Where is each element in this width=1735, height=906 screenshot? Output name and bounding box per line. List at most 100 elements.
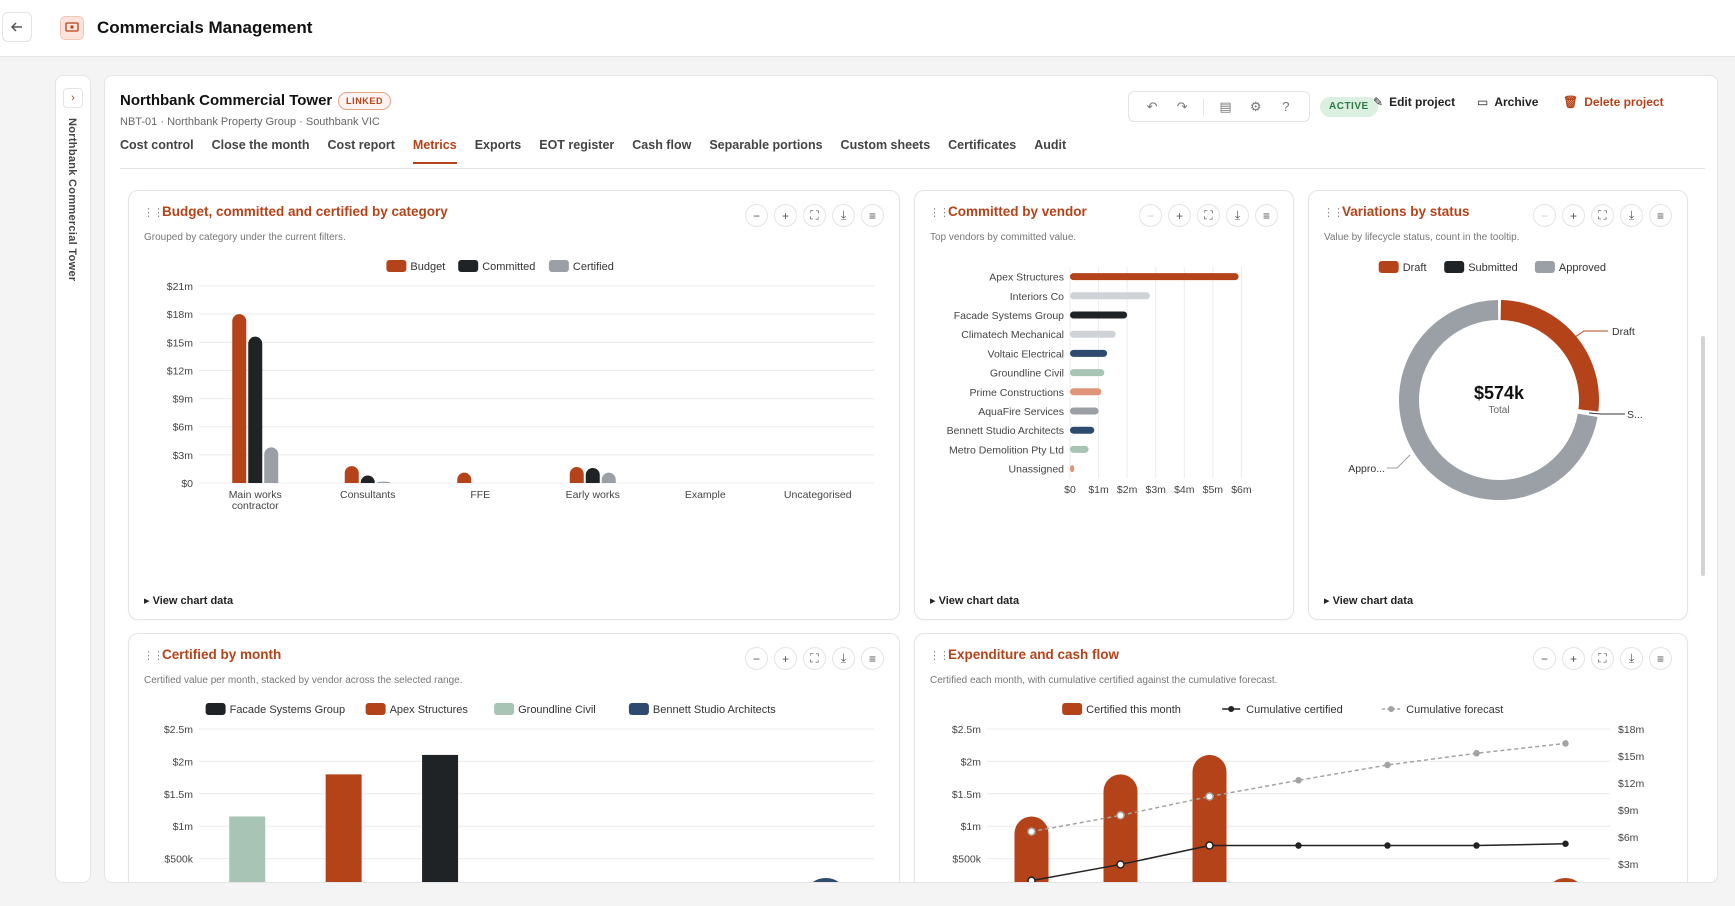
fullscreen-icon[interactable]: ⛶ <box>1591 204 1614 227</box>
zoom-in-icon[interactable]: + <box>774 647 797 670</box>
label-leader <box>1568 330 1608 342</box>
tab-custom-sheets[interactable]: Custom sheets <box>840 138 931 152</box>
project-tabs: Cost control Close the month Cost report… <box>120 138 1084 164</box>
zoom-out-icon[interactable]: − <box>1139 204 1162 227</box>
certified-month-card: ⋮⋮ Certified by month Certified value pe… <box>128 633 900 882</box>
fullscreen-icon[interactable]: ⛶ <box>1197 204 1220 227</box>
zoom-out-icon[interactable]: − <box>1533 647 1556 670</box>
tab-cash-flow[interactable]: Cash flow <box>632 138 692 152</box>
settings-sliders-icon[interactable]: ≡ <box>861 204 884 227</box>
drag-handle-icon[interactable]: ⋮⋮ <box>1323 207 1344 219</box>
legend-label: Approved <box>1559 262 1606 274</box>
drag-handle-icon[interactable]: ⋮⋮ <box>929 650 950 662</box>
tab-cost-report[interactable]: Cost report <box>327 138 395 152</box>
zoom-in-icon[interactable]: + <box>1562 647 1585 670</box>
fullscreen-icon[interactable]: ⛶ <box>803 647 826 670</box>
card-title: Variations by status <box>1342 204 1470 219</box>
archive-button[interactable]: ▭ Archive <box>1477 95 1539 109</box>
fullscreen-icon[interactable]: ⛶ <box>1591 647 1614 670</box>
settings-sliders-icon[interactable]: ≡ <box>1649 204 1672 227</box>
download-icon[interactable]: ⤓ <box>1620 647 1643 670</box>
bar-budget <box>232 314 247 483</box>
download-icon[interactable]: ⤓ <box>832 204 855 227</box>
legend-swatch <box>458 260 479 272</box>
legend-swatch <box>548 260 569 272</box>
y-tick-label: $2m <box>961 756 982 768</box>
vendor-chart: $0 $1m $2m $3m $4m $5m $6m Apex Structures Inter… <box>947 267 1252 496</box>
y-tick-label: Climatech Mechanical <box>961 329 1064 341</box>
settings-sliders-icon[interactable]: ≡ <box>861 647 884 670</box>
y-tick-label: $1.5m <box>952 789 981 801</box>
card-subtitle: Certified value per month, stacked by ve… <box>144 675 463 686</box>
settings-sliders-icon[interactable]: ≡ <box>1255 204 1278 227</box>
donut-center-value: $574k <box>1474 383 1525 403</box>
donut-center-label: Total <box>1488 405 1509 416</box>
series-point <box>1562 740 1569 747</box>
zoom-out-icon[interactable]: − <box>745 204 768 227</box>
vertical-scrollbar[interactable] <box>1701 336 1705 576</box>
zoom-out-icon[interactable]: − <box>1533 204 1556 227</box>
help-icon[interactable]: ? <box>1282 99 1290 114</box>
tab-audit[interactable]: Audit <box>1034 138 1067 152</box>
series-point <box>1295 842 1302 849</box>
series-point <box>1116 860 1125 869</box>
undo-icon[interactable]: ↶ <box>1146 98 1158 114</box>
edit-project-button[interactable]: ✎ Edit project <box>1373 95 1456 109</box>
status-badge: ACTIVE <box>1320 97 1378 117</box>
tab-close-the-month[interactable]: Close the month <box>211 138 310 152</box>
y-tick-label: $9m <box>173 394 194 406</box>
tab-separable-portions[interactable]: Separable portions <box>709 138 823 152</box>
download-icon[interactable]: ⤓ <box>1620 204 1643 227</box>
drag-handle-icon[interactable]: ⋮⋮ <box>143 207 164 219</box>
legend-label: Submitted <box>1468 262 1518 274</box>
y-tick-label: $2.5m <box>952 724 981 736</box>
tab-cost-control[interactable]: Cost control <box>120 138 194 152</box>
project-subtitle: NBT-01 · Northbank Property Group · Sout… <box>120 116 380 128</box>
zoom-in-icon[interactable]: + <box>1562 204 1585 227</box>
bar-budget <box>344 466 359 483</box>
zoom-in-icon[interactable]: + <box>774 204 797 227</box>
cashflow-bar <box>1103 774 1138 882</box>
x-tick-label: Consultants <box>340 489 395 501</box>
expand-sidebar-button[interactable]: › <box>63 88 83 108</box>
series-point <box>1205 792 1214 801</box>
legend-swatch <box>1444 261 1465 273</box>
card-title: Expenditure and cash flow <box>948 647 1120 662</box>
settings-sliders-icon[interactable]: ≡ <box>1649 647 1672 670</box>
y-tick-label: Prime Constructions <box>969 387 1064 399</box>
x-tick-label: Early works <box>566 489 620 501</box>
download-icon[interactable]: ⤓ <box>1226 204 1249 227</box>
view-chart-data-toggle[interactable]: ▸ View chart data <box>144 595 234 607</box>
drag-handle-icon[interactable]: ⋮⋮ <box>929 207 950 219</box>
back-button[interactable] <box>2 12 32 42</box>
fullscreen-icon[interactable]: ⛶ <box>803 204 826 227</box>
y-tick-label: $0 <box>181 478 193 490</box>
tab-certificates[interactable]: Certificates <box>948 138 1017 152</box>
view-chart-data-toggle[interactable]: ▸ View chart data <box>1324 595 1414 607</box>
delete-project-button[interactable]: 🗑 Delete project <box>1563 95 1664 109</box>
gear-icon[interactable]: ⚙ <box>1249 98 1262 114</box>
card-subtitle: Grouped by category under the current fi… <box>144 232 346 243</box>
tab-eot-register[interactable]: EOT register <box>539 138 615 152</box>
download-icon[interactable]: ⤓ <box>832 647 855 670</box>
tab-exports[interactable]: Exports <box>474 138 522 152</box>
bar-committed <box>248 336 263 483</box>
tab-metrics[interactable]: Metrics <box>412 138 457 164</box>
y-tick-label: $12m <box>167 365 194 377</box>
legend-label: Certified <box>573 261 614 273</box>
redo-icon[interactable]: ↷ <box>1176 98 1188 114</box>
y2-tick-label: $12m <box>1618 778 1645 790</box>
donut-slice-draft <box>1500 300 1599 412</box>
card-title: Committed by vendor <box>948 204 1087 219</box>
view-chart-data-toggle[interactable]: ▸ View chart data <box>930 595 1020 607</box>
zoom-in-icon[interactable]: + <box>1168 204 1191 227</box>
calculator-icon[interactable]: ▤ <box>1219 98 1232 114</box>
app-title: Commercials Management <box>97 18 313 37</box>
drag-handle-icon[interactable]: ⋮⋮ <box>143 650 164 662</box>
legend-swatch <box>494 703 515 715</box>
card-title: Certified by month <box>162 647 282 662</box>
zoom-out-icon[interactable]: − <box>745 647 768 670</box>
x-tick-label: FFE <box>470 489 490 501</box>
y-tick-label: Metro Demolition Pty Ltd <box>949 444 1064 456</box>
chart-tools: − + ⛶ ⤓ ≡ <box>1139 204 1278 227</box>
